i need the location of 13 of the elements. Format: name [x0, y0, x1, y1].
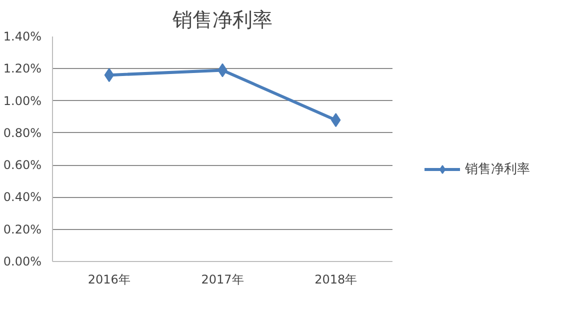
y-tick-label: 0.40% [3, 190, 42, 204]
y-tick-label: 0.80% [3, 126, 42, 140]
y-tick-label: 1.40% [3, 30, 42, 44]
y-tick-label: 0.20% [3, 222, 42, 236]
y-tick-label: 1.20% [3, 62, 42, 76]
x-tick-label: 2016年 [88, 272, 130, 286]
x-tick-label: 2018年 [314, 272, 358, 286]
y-tick-label: 0.60% [3, 158, 42, 172]
y-tick-label: 1.00% [3, 94, 42, 108]
legend-label: 销售净利率 [465, 161, 530, 178]
chart-title: 销售净利率 [172, 8, 272, 32]
x-tick-label: 2017年 [201, 272, 244, 286]
y-tick-label: 0.00% [3, 254, 42, 268]
